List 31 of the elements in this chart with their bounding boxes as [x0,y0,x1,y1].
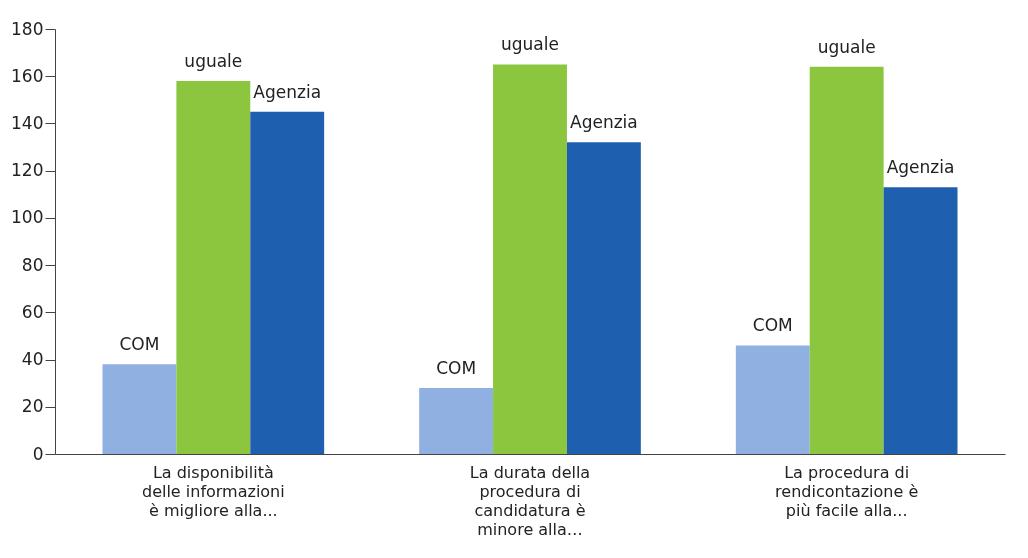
x-tick-label: La durata della procedura di candidatura è minore alla… [469,462,591,539]
text: uguale [817,36,876,57]
series-label: uguale [184,50,243,71]
text: Agenzia [886,157,955,178]
y-tick-label: 100 [11,207,44,228]
bar [176,80,251,454]
x-tick-label: La procedura di rendicontazione è più facile alla... [775,462,919,520]
series-label: COM [119,334,160,355]
y-tick-label: 60 [21,301,44,322]
bar [735,345,810,454]
bar [566,142,641,454]
y-tick-label: 20 [21,396,44,417]
y-tick-label: 40 [21,349,44,370]
bar [102,364,177,454]
y-tick-label: 120 [11,160,44,181]
bar [883,187,958,454]
bar [493,64,567,454]
bar [419,387,494,454]
y-tick-label: 0 [32,443,44,464]
text: uguale [501,34,559,55]
y-tick-label: 180 [11,18,44,39]
y-tick-label: 140 [11,112,44,133]
text: COM [436,357,477,378]
text: Agenzia [570,112,638,133]
bar [250,111,325,454]
bar [809,66,884,454]
text: COM [752,315,793,336]
x-tick-label: La disponibilità delle informazioni è migliore alla... [141,462,285,520]
series-label: Agenzia [253,81,322,102]
y-tick-label: 80 [21,254,44,275]
y-tick-label: 160 [11,65,44,86]
